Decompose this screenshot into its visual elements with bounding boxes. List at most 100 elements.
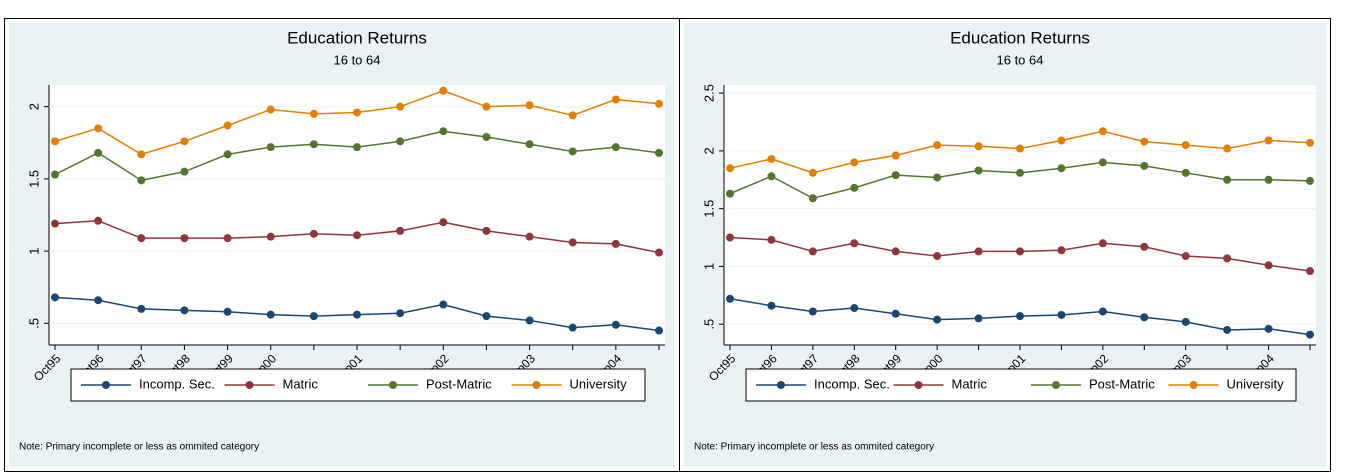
data-point	[439, 86, 448, 95]
data-point	[353, 143, 361, 152]
data-point	[396, 137, 405, 146]
data-point	[933, 252, 942, 261]
data-point	[1140, 137, 1149, 146]
data-point	[767, 172, 776, 181]
data-point	[726, 294, 734, 303]
data-point	[974, 142, 983, 151]
legend-marker	[1052, 381, 1060, 389]
data-point	[309, 109, 318, 118]
data-point	[525, 232, 534, 241]
data-point	[51, 293, 59, 302]
data-point	[726, 164, 734, 173]
data-point	[525, 101, 534, 110]
data-point	[1223, 144, 1232, 153]
data-point	[568, 323, 577, 332]
y-tick-label: 1	[26, 247, 41, 254]
data-point	[180, 306, 189, 315]
data-point	[1098, 158, 1107, 167]
data-point	[655, 326, 663, 335]
data-point	[808, 168, 817, 177]
data-point	[94, 216, 103, 225]
legend-label: University	[1227, 376, 1285, 391]
data-point	[180, 167, 189, 176]
data-point	[223, 307, 232, 316]
data-point	[1016, 312, 1024, 321]
data-point	[51, 170, 59, 179]
data-point	[1181, 141, 1190, 150]
data-point	[933, 141, 942, 150]
data-point	[396, 226, 405, 235]
data-point	[1306, 267, 1314, 276]
legend-label: University	[570, 376, 628, 391]
legend-marker	[389, 381, 397, 389]
legend-marker	[245, 381, 254, 389]
chart-cell: Education Returns 16 to 64.5 1 1.5 2 2.5 Oct95…	[679, 18, 1331, 472]
legend-label: Post-Matric	[426, 376, 492, 391]
data-point	[850, 239, 859, 248]
chart-cell: Education Returns 16 to 64.5 1 1.5 2 Oct95 Oct…	[4, 18, 680, 472]
data-point	[353, 108, 361, 117]
chart-title: Education Returns	[950, 28, 1090, 47]
data-point	[808, 307, 817, 316]
data-point	[525, 316, 534, 325]
data-point	[850, 158, 859, 167]
data-point	[180, 137, 189, 146]
data-point	[309, 312, 318, 321]
data-point	[568, 147, 577, 156]
legend-label: Matric	[952, 376, 988, 391]
data-point	[1306, 138, 1314, 147]
data-point	[137, 176, 146, 185]
data-point	[525, 140, 534, 149]
data-point	[223, 150, 232, 159]
data-point	[1016, 144, 1024, 153]
data-point	[51, 219, 59, 228]
data-point	[1016, 247, 1024, 256]
data-point	[1057, 164, 1066, 173]
y-tick-label: 2.5	[701, 84, 716, 102]
data-point	[891, 151, 900, 160]
data-point	[1057, 136, 1066, 145]
data-point	[1016, 168, 1024, 177]
data-point	[767, 235, 776, 244]
data-point	[266, 143, 275, 152]
data-point	[726, 233, 734, 242]
y-tick-label: 1.5	[26, 170, 41, 188]
data-point	[1264, 324, 1273, 333]
data-point	[266, 310, 275, 319]
data-point	[611, 95, 620, 104]
data-point	[1264, 136, 1273, 145]
data-point	[808, 247, 817, 256]
y-tick-label: 2	[701, 147, 716, 154]
data-point	[767, 154, 776, 163]
legend-marker	[532, 381, 541, 389]
data-point	[1098, 127, 1107, 136]
data-point	[726, 189, 734, 198]
data-point	[137, 234, 146, 243]
data-point	[1306, 176, 1314, 185]
data-point	[1098, 239, 1107, 248]
data-point	[611, 143, 620, 152]
data-point	[655, 99, 663, 108]
data-point	[482, 226, 491, 235]
data-point	[974, 166, 983, 175]
chart-subtitle: 16 to 64	[334, 52, 381, 67]
data-point	[850, 304, 859, 313]
data-point	[611, 239, 620, 248]
data-point	[482, 102, 491, 111]
data-point	[94, 124, 103, 133]
data-point	[1057, 246, 1066, 255]
data-point	[439, 127, 448, 136]
data-point	[808, 194, 817, 203]
data-point	[568, 111, 577, 120]
data-point	[266, 232, 275, 241]
legend-box	[70, 368, 646, 402]
data-point	[309, 140, 318, 149]
y-tick-label: 1.5	[701, 200, 716, 218]
data-point	[1264, 261, 1273, 270]
data-point	[891, 309, 900, 318]
legend-label: Matric	[283, 376, 319, 391]
data-point	[1140, 313, 1149, 322]
data-point	[1223, 175, 1232, 184]
data-point	[655, 148, 663, 157]
